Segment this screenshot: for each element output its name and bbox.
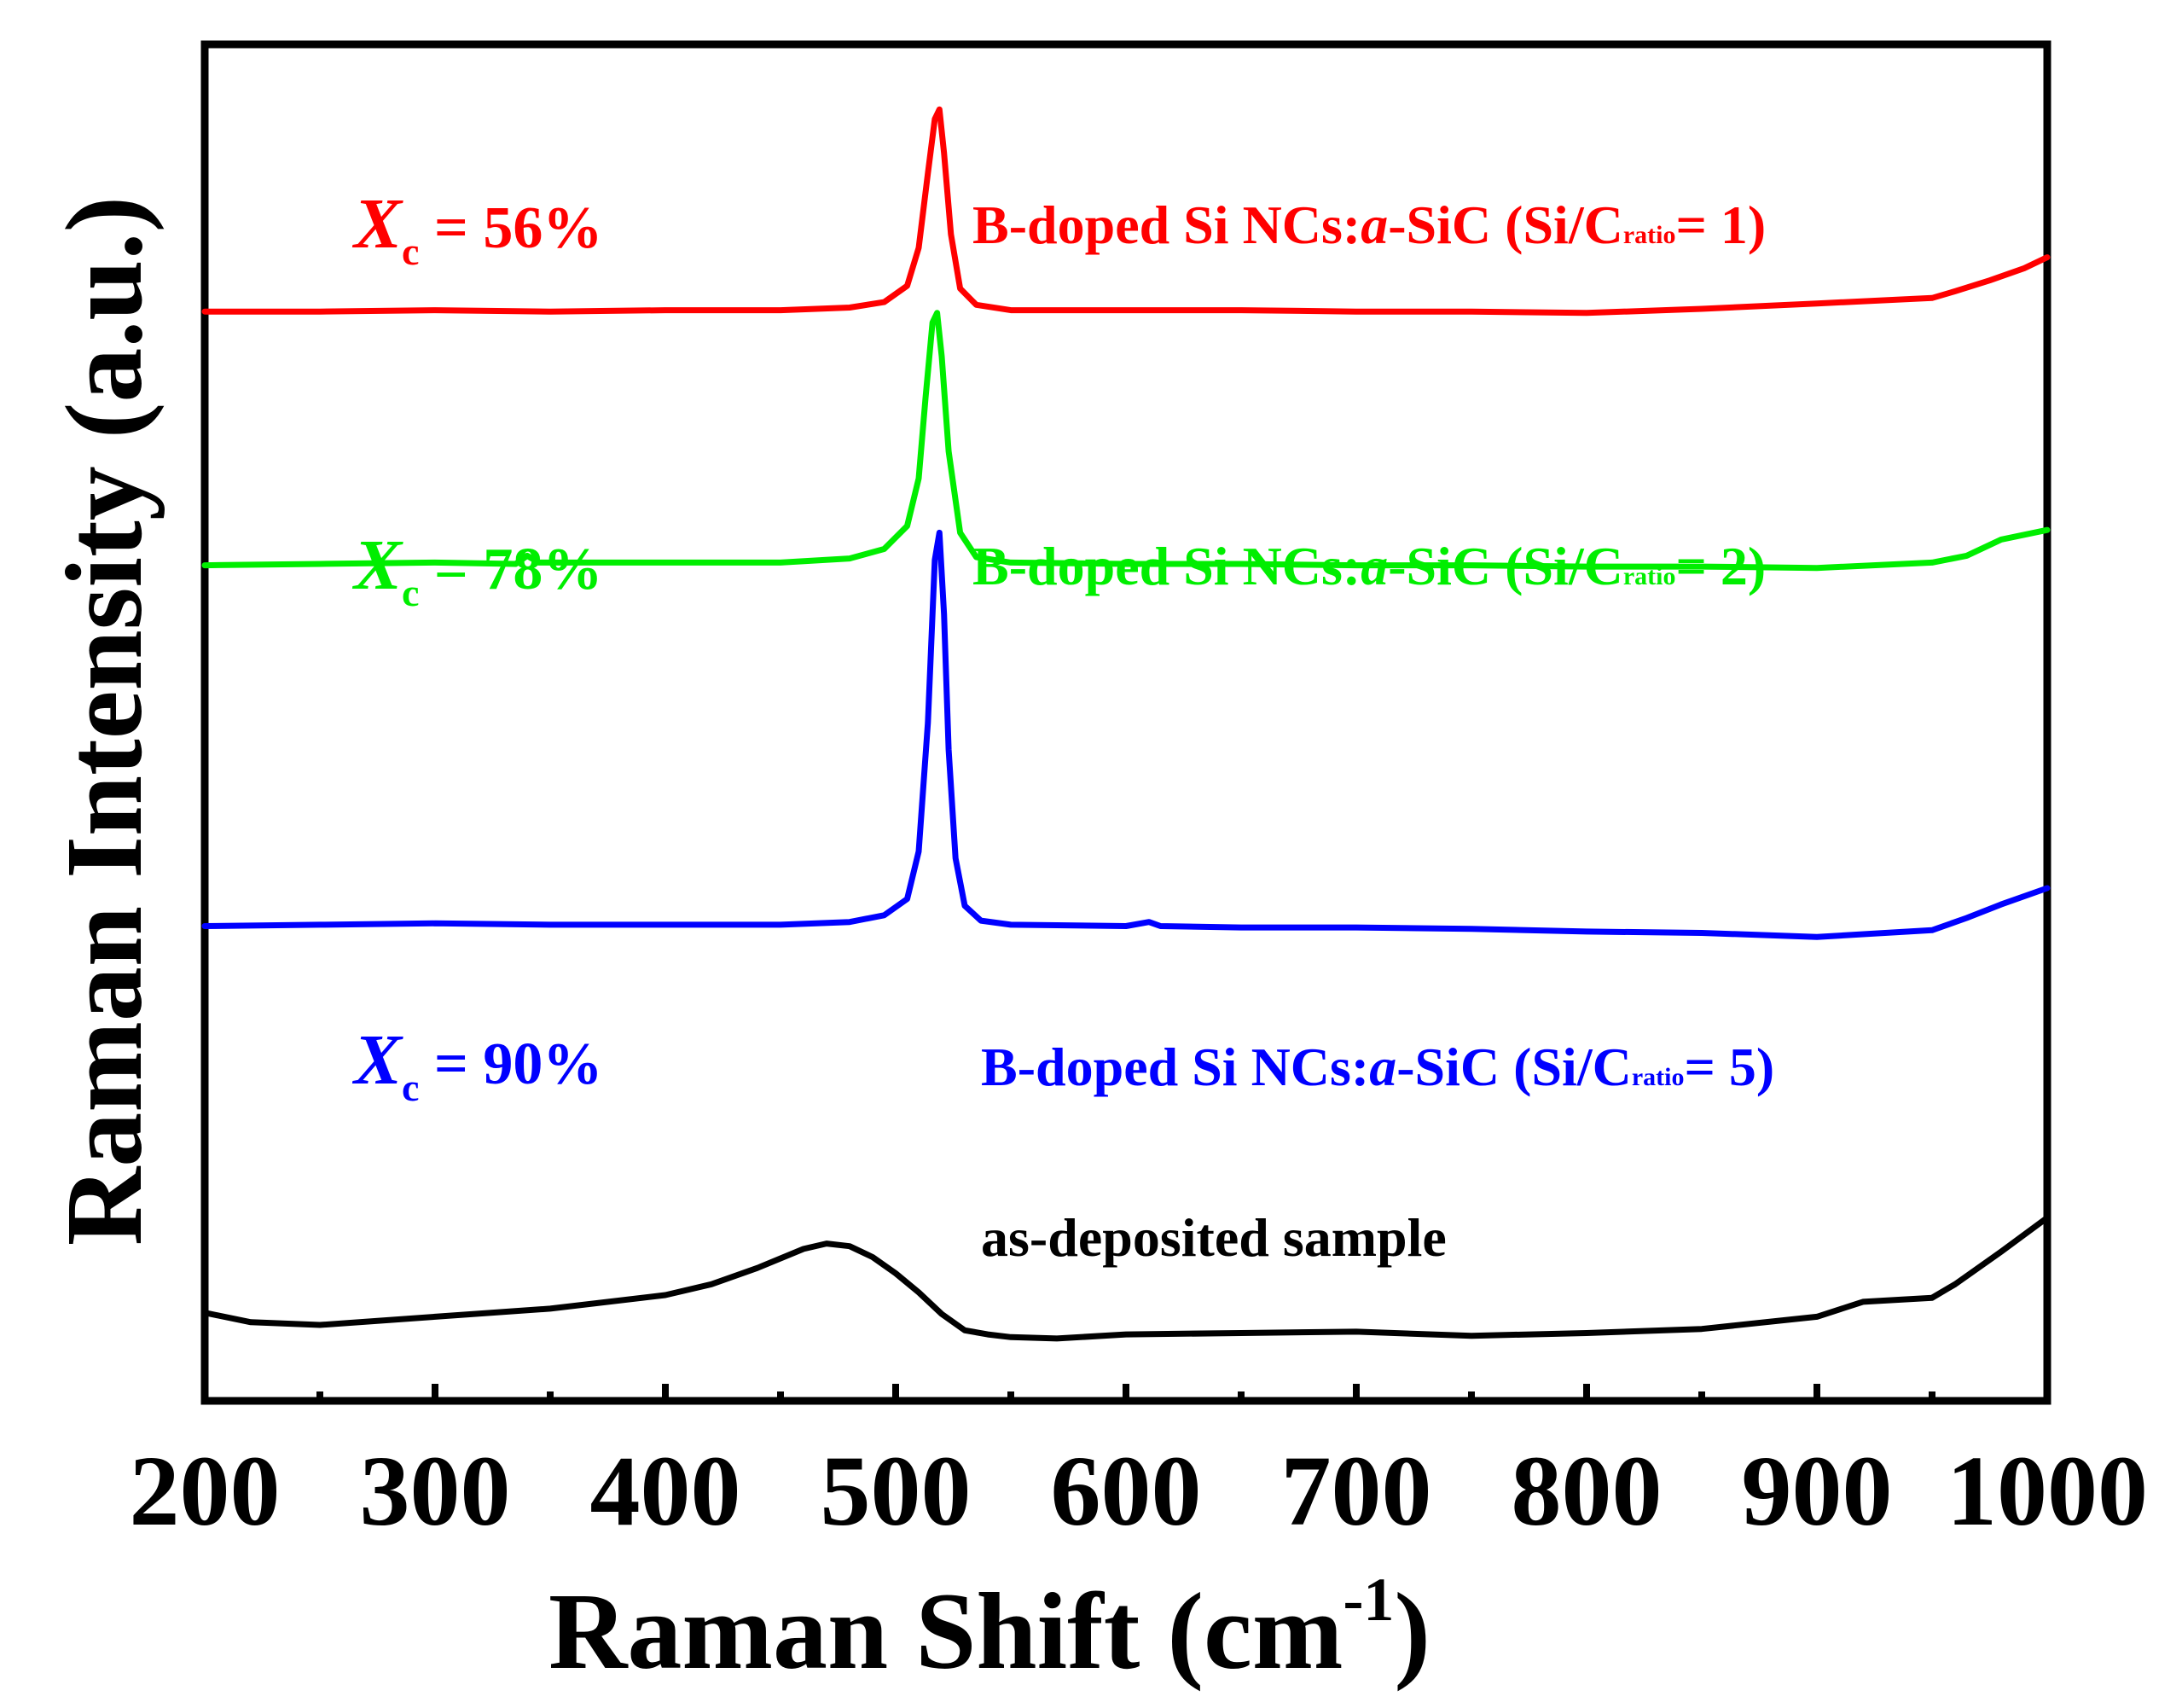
sample-label-3-suffix: = 5)	[1684, 1037, 1774, 1097]
sample-label-2-prefix: B-doped Si NCs:	[972, 536, 1361, 596]
x-axis-title-sup: -1	[1343, 1566, 1394, 1634]
sample-label-2-suffix: = 2)	[1675, 536, 1766, 596]
xc-label-3-sub: c	[402, 1066, 419, 1109]
xc-label-2-sub: c	[402, 571, 419, 614]
x-tick-label-600: 600	[1051, 1435, 1202, 1547]
x-tick-label-500: 500	[821, 1435, 972, 1547]
sample-label-2-italic: a	[1361, 536, 1388, 596]
x-axis-tick-labels: 200 300 400 500 600 700 800 900 1000	[130, 1435, 2149, 1547]
sample-label-3-italic: a	[1369, 1037, 1396, 1097]
xc-label-2-prefix: X	[351, 526, 403, 605]
x-tick-label-900: 900	[1742, 1435, 1893, 1547]
xc-label-1: Xc = 56%	[351, 184, 602, 273]
sample-label-1-italic: a	[1361, 195, 1388, 255]
xc-label-3-value: = 90%	[419, 1031, 602, 1097]
xc-label-2: Xc = 78%	[351, 526, 602, 614]
x-axis-ticks	[201, 1384, 2051, 1401]
x-tick-label-200: 200	[130, 1435, 281, 1547]
xc-label-1-sub: c	[402, 229, 419, 273]
x-tick-label-1000: 1000	[1947, 1435, 2148, 1547]
sample-label-2: B-doped Si NCs:a-SiC (Si/Cratio= 2)	[972, 536, 1766, 596]
sample-label-1: B-doped Si NCs:a-SiC (Si/Cratio= 1)	[972, 195, 1766, 255]
x-axis-title: Raman Shift (cm-1)	[548, 1566, 1430, 1692]
x-tick-label-400: 400	[590, 1435, 741, 1547]
series-group	[201, 106, 2051, 1342]
sample-label-1-suffix: = 1)	[1675, 195, 1766, 255]
xc-label-3-prefix: X	[351, 1020, 403, 1100]
sample-label-2-mid: -SiC (Si/C	[1388, 536, 1623, 596]
xc-label-3: Xc = 90%	[351, 1020, 602, 1109]
y-axis-title: Raman Intensity (a.u.)	[44, 196, 165, 1246]
sample-label-3-sub: ratio	[1632, 1063, 1685, 1091]
x-axis-title-close: )	[1394, 1571, 1430, 1692]
series-line-2	[201, 310, 2051, 572]
xc-label-1-value: = 56%	[419, 195, 602, 261]
sample-label-2-sub: ratio	[1623, 562, 1676, 590]
sample-label-3: B-doped Si NCs:a-SiC (Si/Cratio= 5)	[981, 1037, 1774, 1097]
series-line-4	[201, 1214, 2051, 1342]
x-tick-label-700: 700	[1281, 1435, 1432, 1547]
x-axis-title-main: Raman Shift (cm	[548, 1571, 1343, 1692]
sample-label-1-mid: -SiC (Si/C	[1388, 195, 1623, 255]
sample-label-1-prefix: B-doped Si NCs:	[972, 195, 1361, 255]
x-tick-label-300: 300	[360, 1435, 511, 1547]
sample-label-3-prefix: B-doped Si NCs:	[981, 1037, 1369, 1097]
series-line-3	[201, 529, 2051, 940]
xc-label-1-prefix: X	[351, 184, 403, 264]
sample-label-1-sub: ratio	[1623, 221, 1676, 249]
xc-label-2-value: = 78%	[419, 537, 602, 602]
x-tick-label-800: 800	[1512, 1435, 1663, 1547]
series-line-1	[201, 106, 2051, 317]
sample-label-3-mid: -SiC (Si/C	[1396, 1037, 1632, 1097]
as-deposited-label: as-deposited sample	[981, 1207, 1447, 1268]
